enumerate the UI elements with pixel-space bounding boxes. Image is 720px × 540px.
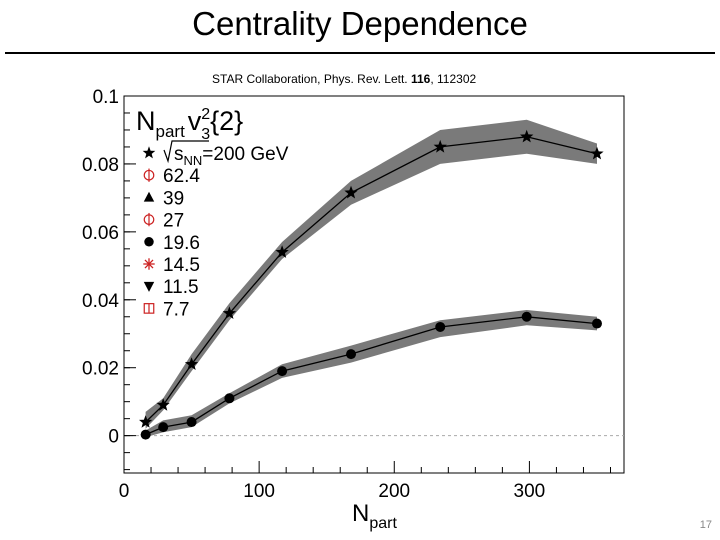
legend-header-nn: NN bbox=[184, 153, 203, 168]
plot-label-n: N bbox=[136, 106, 156, 136]
legend-marker-open-square-cross bbox=[143, 303, 155, 314]
legend-label: 11.5 bbox=[163, 277, 199, 298]
legend-header-energy: =200 GeV bbox=[202, 144, 288, 165]
plot-label-v: v bbox=[188, 106, 202, 136]
data-point-star bbox=[139, 415, 153, 428]
data-point-star bbox=[344, 185, 358, 199]
data-point-circle bbox=[346, 349, 357, 360]
citation-volume: 116 bbox=[410, 72, 431, 86]
slide-title: Centrality Dependence bbox=[192, 5, 528, 42]
plot-label-part: part bbox=[156, 122, 186, 141]
x-axis-label-sub: part bbox=[369, 515, 397, 532]
y-tick-label: 0 bbox=[108, 427, 119, 448]
x-tick-label: 200 bbox=[378, 481, 410, 502]
data-point-circle bbox=[186, 417, 197, 428]
legend-marker-triangle bbox=[143, 191, 155, 202]
plot-frame bbox=[123, 95, 625, 474]
data-point-star bbox=[222, 306, 237, 319]
data-point-star bbox=[590, 146, 604, 160]
citation: STAR Collaboration, Phys. Rev. Lett. 116… bbox=[212, 72, 476, 86]
legend-marker-open-circle-cross bbox=[143, 168, 155, 182]
legend-label: 27 bbox=[163, 211, 184, 232]
citation-suffix: , 112302 bbox=[430, 72, 477, 86]
plot-label-suffix: {2} bbox=[210, 106, 243, 136]
data-point-circle bbox=[158, 422, 169, 433]
y-tick-label: 0.04 bbox=[82, 291, 119, 312]
y-tick-label: 0.06 bbox=[82, 223, 119, 244]
citation-text: STAR Collaboration, Phys. Rev. Lett. bbox=[212, 72, 411, 86]
title-divider bbox=[5, 52, 715, 54]
x-tick-label: 100 bbox=[243, 481, 275, 502]
plot-label: Npart v2 3{2} bbox=[136, 106, 243, 143]
data-point-star bbox=[520, 129, 534, 143]
legend-label: 14.5 bbox=[163, 255, 200, 276]
legend-header-s: s bbox=[174, 144, 184, 165]
data-point-circle bbox=[591, 318, 602, 329]
legend-marker-star bbox=[142, 146, 156, 159]
x-axis-label: Npart bbox=[352, 500, 397, 532]
legend-header: sNN=200 GeV bbox=[174, 144, 289, 168]
plot-label-sup: 2 bbox=[201, 106, 210, 123]
legend-marker-asterisk bbox=[143, 258, 155, 270]
data-point-circle bbox=[224, 393, 235, 404]
legend-label: 19.6 bbox=[163, 233, 200, 254]
data-point-star bbox=[275, 245, 289, 258]
data-point-star bbox=[433, 139, 447, 153]
legend-marker-circle bbox=[144, 237, 154, 247]
x-tick-label: 0 bbox=[119, 481, 130, 502]
data-point-star bbox=[156, 398, 170, 411]
data-point-circle bbox=[521, 311, 532, 322]
slide-number: 17 bbox=[699, 519, 712, 531]
legend-label: 62.4 bbox=[163, 166, 200, 187]
legend-label: 39 bbox=[163, 188, 184, 209]
plot-label-sub: 3 bbox=[201, 126, 210, 143]
data-point-circle bbox=[140, 429, 151, 440]
y-tick-label: 0.1 bbox=[93, 87, 119, 108]
data-point-circle bbox=[435, 321, 446, 332]
sqrt-sign bbox=[163, 140, 209, 164]
x-axis-label-main: N bbox=[352, 500, 369, 527]
data-point-star bbox=[184, 357, 199, 370]
x-tick-label: 300 bbox=[514, 481, 546, 502]
legend-marker-triangle-down bbox=[143, 281, 155, 292]
y-tick-label: 0.02 bbox=[82, 359, 119, 380]
legend-marker-open-circle-cross bbox=[143, 212, 155, 227]
y-tick-label: 0.08 bbox=[82, 155, 119, 176]
systematic-band bbox=[145, 119, 597, 429]
legend-label: 7.7 bbox=[163, 299, 189, 320]
data-point-circle bbox=[277, 366, 288, 377]
legend-marker-asterisk-arm bbox=[144, 259, 154, 269]
